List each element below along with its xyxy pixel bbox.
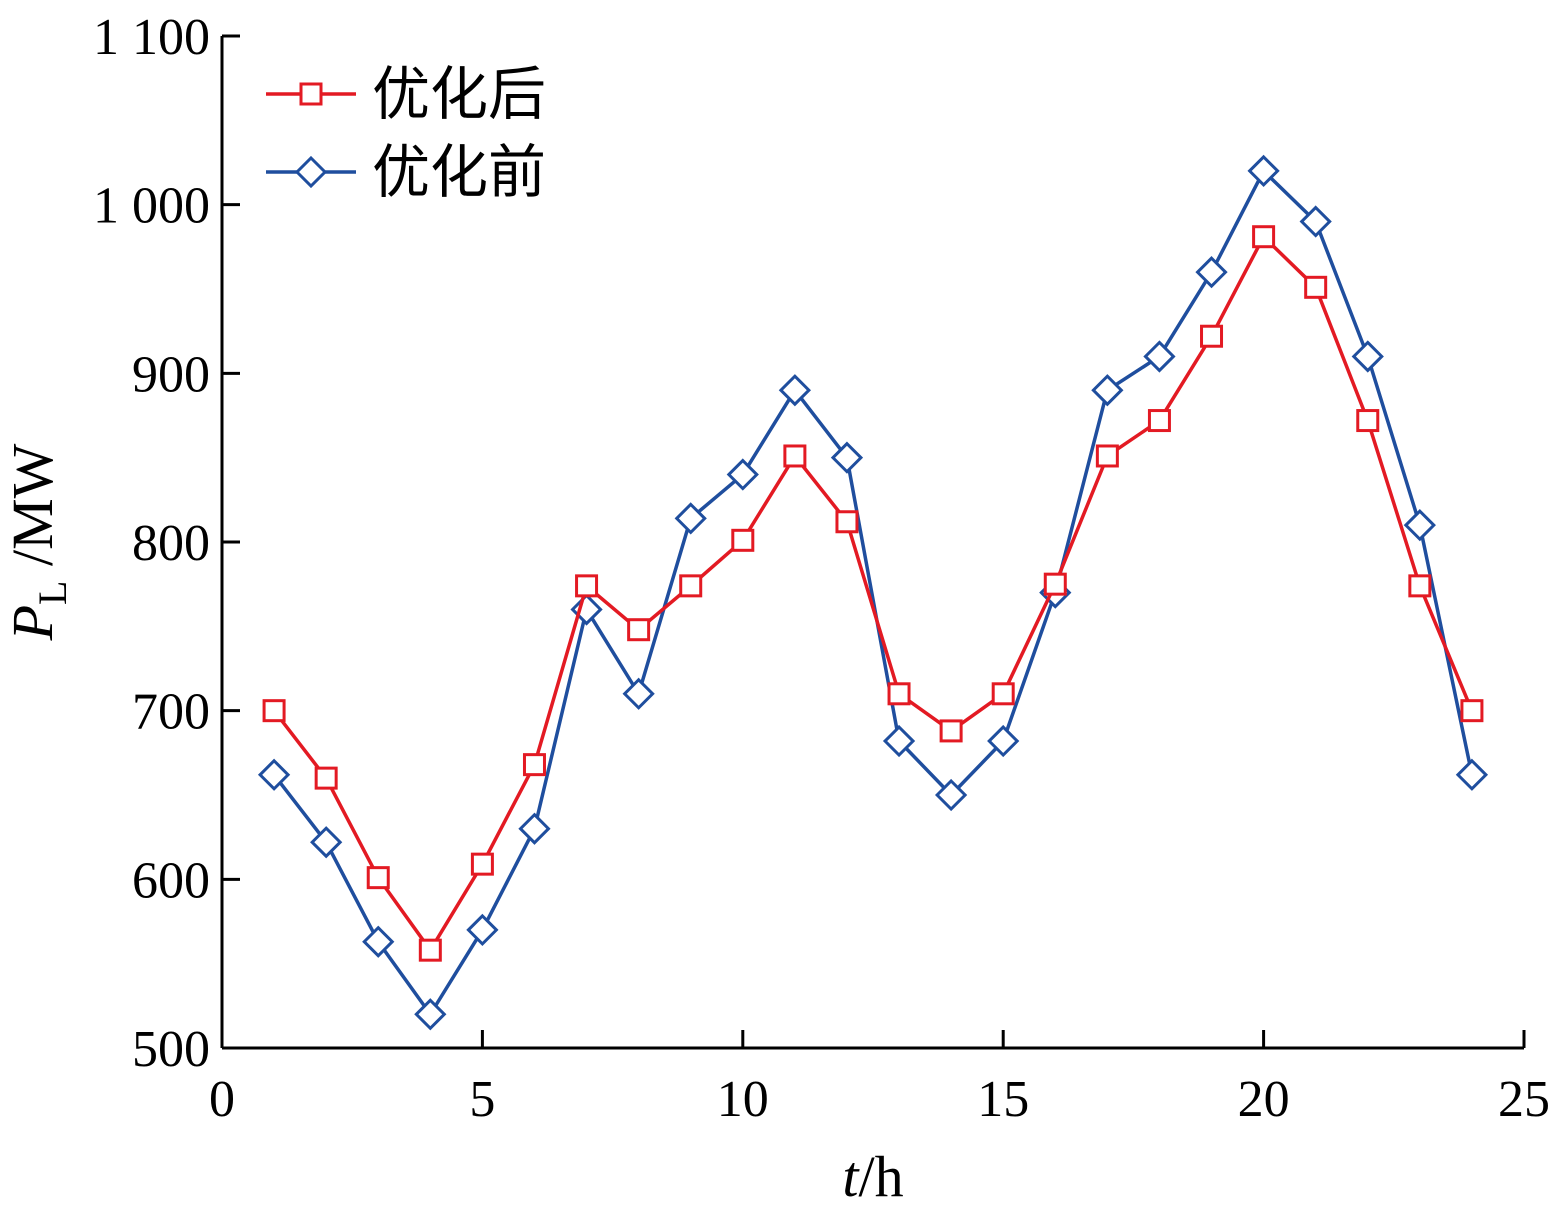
data-point	[1200, 324, 1224, 348]
data-point	[1095, 444, 1119, 468]
data-point	[783, 444, 807, 468]
legend-entry: 优化前	[266, 138, 546, 206]
data-point	[299, 82, 323, 106]
data-point	[470, 852, 494, 876]
x-tick-label: 15	[977, 1071, 1029, 1128]
x-tick-label: 5	[469, 1071, 495, 1128]
y-tick-label: 1 000	[93, 178, 210, 235]
legend-label: 优化前	[372, 138, 546, 206]
y-axis-label: PL /MW	[0, 443, 75, 641]
x-tick-label: 20	[1238, 1071, 1290, 1128]
data-point	[518, 812, 551, 845]
data-point	[1408, 574, 1432, 598]
data-point	[835, 510, 859, 534]
y-tick-label: 800	[132, 515, 210, 572]
data-point	[310, 826, 343, 859]
x-tick-label: 0	[209, 1071, 235, 1128]
x-axis-unit: /h	[859, 1144, 904, 1209]
data-point	[1252, 225, 1276, 249]
y-tick-label: 1 100	[93, 9, 210, 66]
legend-entry: 优化后	[266, 60, 546, 128]
x-tick-label: 25	[1498, 1071, 1550, 1128]
data-point	[887, 682, 911, 706]
data-point	[294, 155, 328, 189]
data-point	[362, 925, 395, 958]
y-axis-subscript: L	[30, 581, 75, 605]
data-point	[1460, 699, 1484, 723]
data-point	[1455, 758, 1489, 791]
y-tick-label: 900	[132, 346, 210, 403]
x-tick-label: 10	[717, 1071, 769, 1128]
data-point	[726, 458, 759, 491]
data-point	[575, 574, 599, 598]
data-point	[1143, 340, 1176, 373]
y-tick-label: 600	[132, 852, 210, 909]
y-axis-unit: /MW	[0, 443, 65, 580]
data-point	[830, 441, 864, 474]
data-point	[418, 938, 442, 962]
data-point	[1299, 205, 1332, 238]
data-point	[314, 766, 338, 790]
ticks: 0 5 10 15 20 25 500 600 700 800 900 1 000 1 100	[93, 9, 1550, 1128]
series-optimized	[262, 225, 1484, 962]
data-point	[934, 778, 968, 812]
data-point	[1091, 374, 1124, 407]
y-tick-label: 700	[132, 684, 210, 741]
data-point	[627, 618, 651, 642]
data-point	[882, 724, 916, 758]
data-point	[1351, 340, 1384, 373]
series-line	[272, 169, 1474, 1017]
y-axis-variable: P	[0, 605, 65, 641]
x-axis-variable: t	[842, 1144, 860, 1209]
data-point	[522, 753, 546, 777]
data-point	[1043, 572, 1067, 596]
data-point	[987, 724, 1020, 758]
x-axis-label: t/h	[842, 1144, 903, 1209]
data-point	[1403, 509, 1436, 542]
data-point	[939, 719, 963, 743]
data-point	[262, 699, 286, 723]
series-unoptimized	[257, 154, 1489, 1031]
data-point	[1147, 409, 1171, 433]
series-layer	[257, 154, 1489, 1031]
data-point	[778, 374, 812, 407]
data-point	[1247, 154, 1280, 188]
data-point	[991, 682, 1015, 706]
data-point	[466, 913, 499, 947]
data-point	[1356, 409, 1380, 433]
legend-label: 优化后	[372, 60, 546, 128]
data-point	[1304, 275, 1328, 299]
y-tick-label: 500	[132, 1021, 210, 1078]
data-point	[731, 528, 755, 552]
data-point	[1195, 256, 1228, 289]
data-point	[414, 998, 447, 1031]
data-point	[674, 502, 707, 535]
data-point	[366, 866, 390, 890]
data-point	[257, 758, 291, 791]
data-point	[570, 593, 603, 626]
data-point	[679, 574, 703, 598]
data-point	[622, 677, 655, 710]
